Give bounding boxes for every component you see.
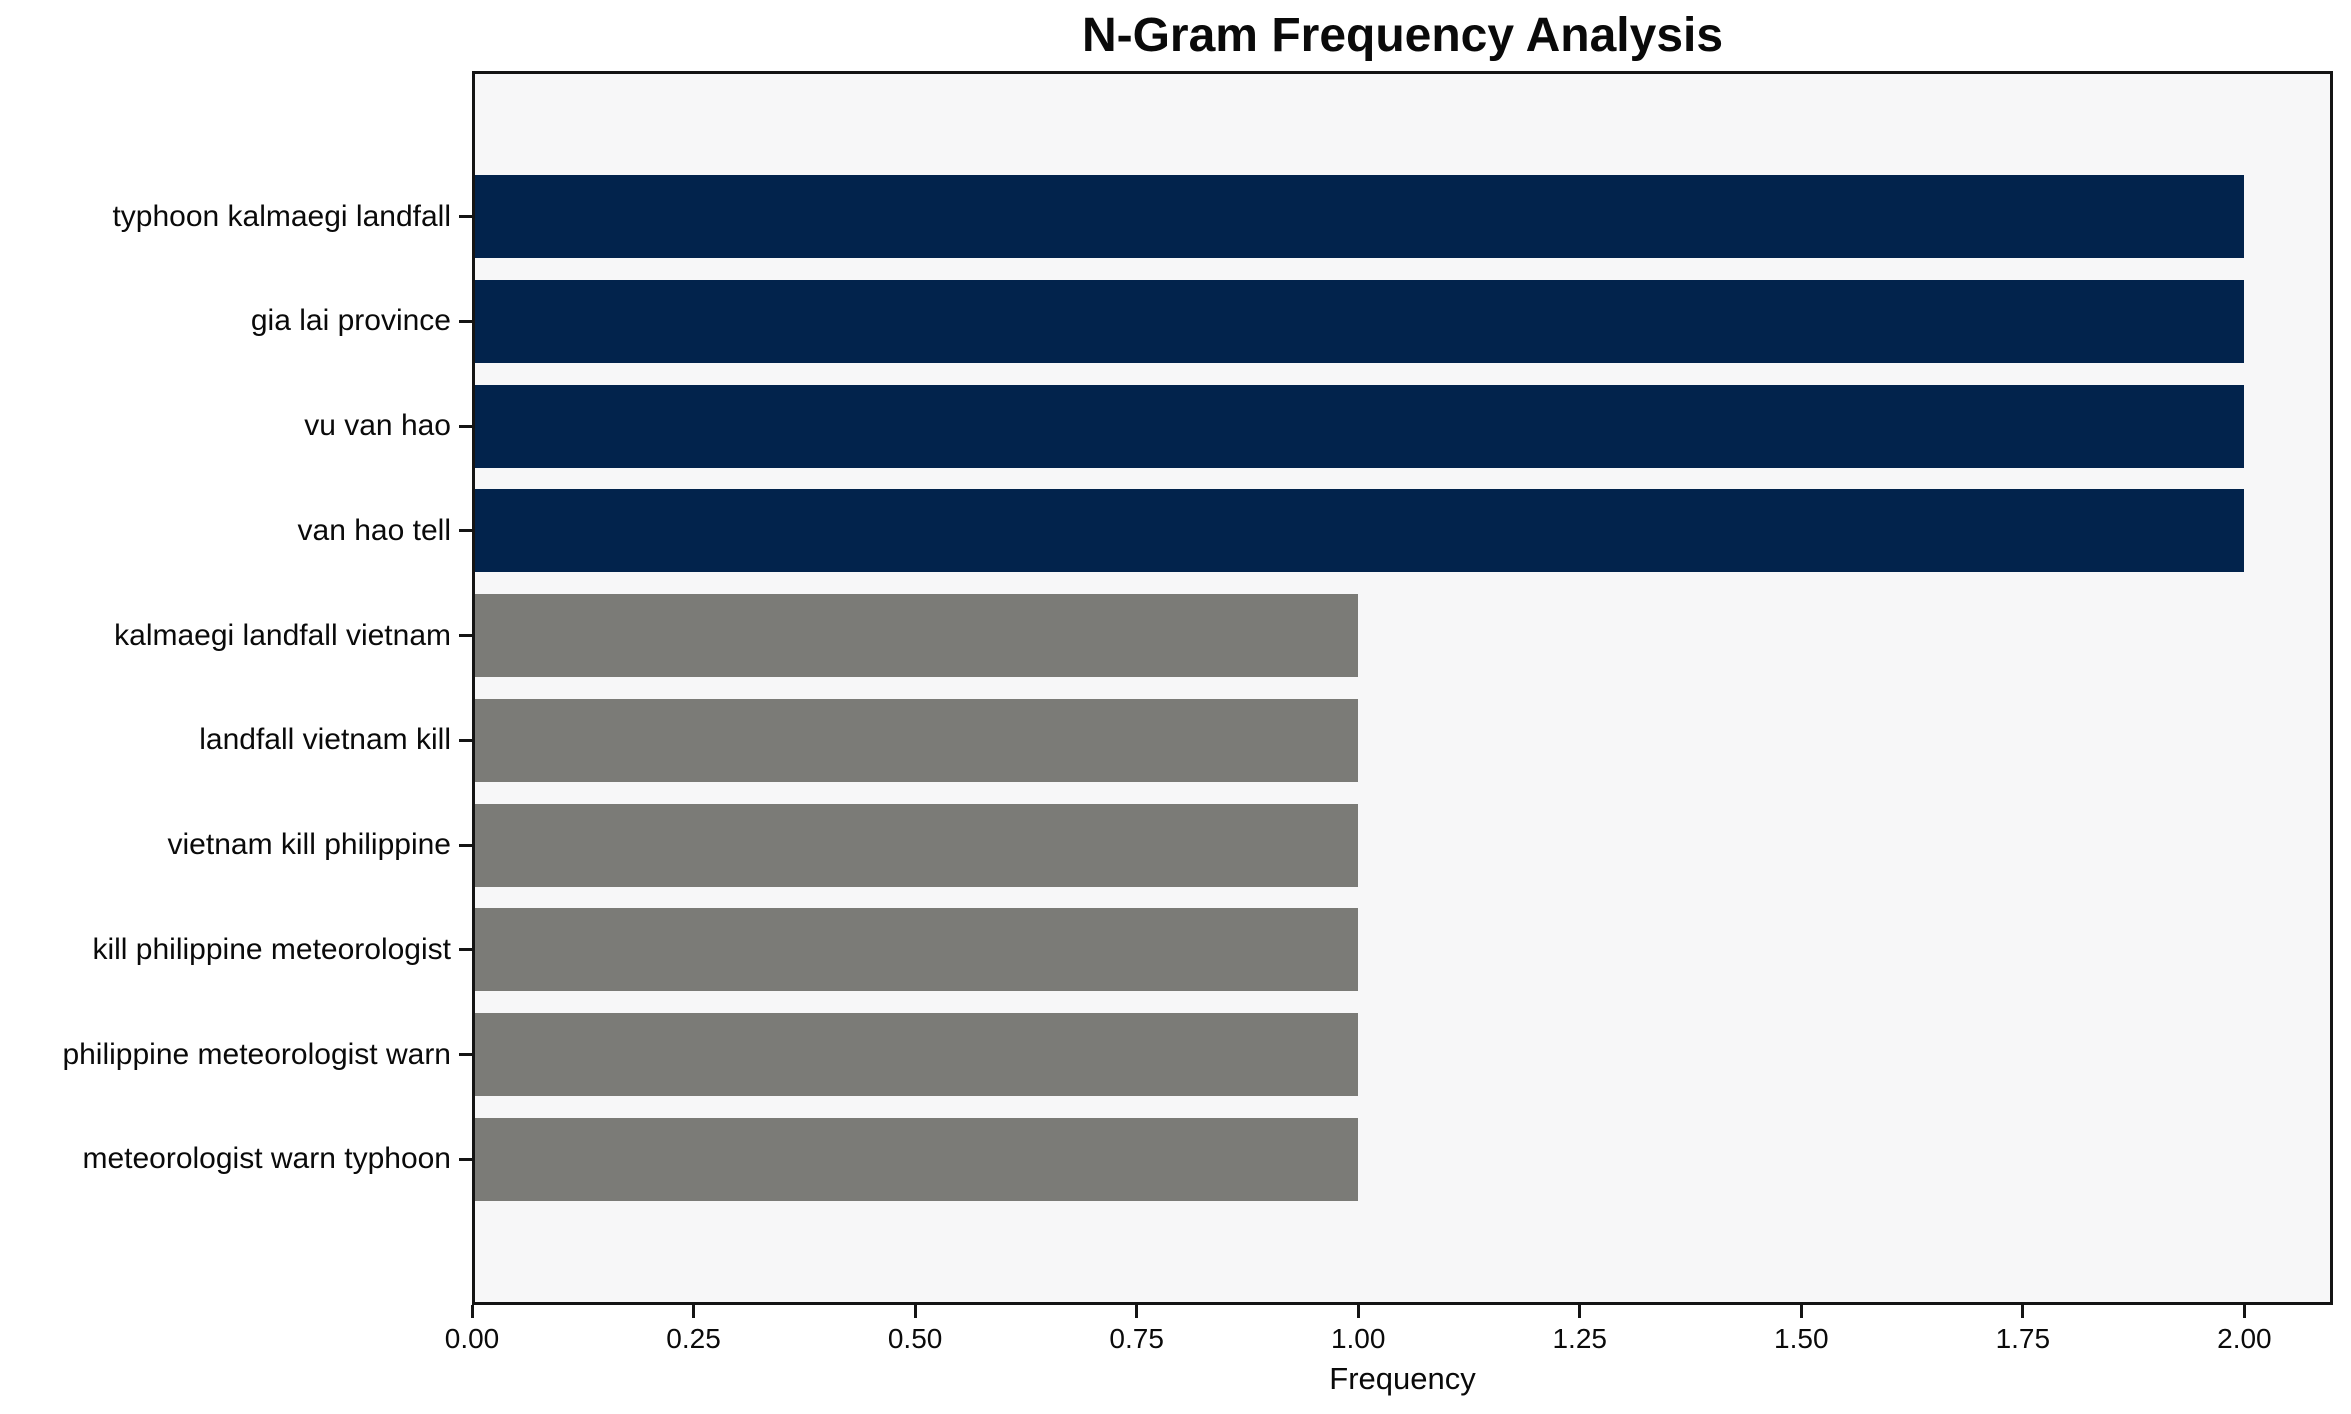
- y-tick-label-kill-philippine-meteorologist: kill philippine meteorologist: [92, 932, 451, 966]
- y-tick-mark: [459, 529, 472, 533]
- x-tick-label: 1.50: [1774, 1323, 1829, 1354]
- bar-van-hao-tell: [472, 489, 2245, 573]
- y-tick-mark: [459, 319, 472, 323]
- bar-vu-van-hao: [472, 384, 2245, 468]
- x-tick-label: 0.75: [1109, 1323, 1164, 1354]
- x-tick-label: 2.00: [2217, 1323, 2272, 1354]
- x-tick-label: 0.50: [887, 1323, 943, 1354]
- x-tick-mark: [1135, 1305, 1139, 1318]
- y-tick-label-vu-van-hao: vu van hao: [304, 409, 451, 443]
- x-tick-mark: [470, 1305, 474, 1318]
- bar-kill-philippine-meteorologist: [472, 908, 1359, 992]
- x-tick-label: 0.00: [444, 1323, 500, 1354]
- bar-landfall-vietnam-kill: [472, 698, 1359, 782]
- bar-philippine-meteorologist-warn: [472, 1013, 1359, 1097]
- x-tick-label: 1.75: [1995, 1323, 2051, 1354]
- x-tick-mark: [913, 1305, 917, 1318]
- x-tick-label: 0.25: [666, 1323, 721, 1354]
- bar-vietnam-kill-philippine: [472, 803, 1359, 887]
- y-tick-mark: [459, 1157, 472, 1161]
- y-tick-label-van-hao-tell: van hao tell: [297, 513, 451, 547]
- x-tick-mark: [1356, 1305, 1360, 1318]
- y-tick-mark: [459, 215, 472, 219]
- x-axis-label: Frequency: [1329, 1361, 1476, 1396]
- x-tick-mark: [2021, 1305, 2025, 1318]
- plot-area: Frequency typhoon kalmaegi landfall gia l…: [62, 71, 2333, 1396]
- y-tick-mark: [459, 948, 472, 952]
- bar-kalmaegi-landfall-vietnam: [472, 594, 1359, 678]
- x-tick-label: 1.00: [1330, 1323, 1386, 1354]
- bar-meteorologist-warn-typhoon: [472, 1117, 1359, 1201]
- y-tick-mark: [459, 1053, 472, 1057]
- y-tick-label-typhoon-kalmaegi-landfall: typhoon kalmaegi landfall: [112, 199, 451, 233]
- y-tick-mark: [459, 634, 472, 638]
- y-tick-label-landfall-vietnam-kill: landfall vietnam kill: [199, 723, 451, 757]
- y-tick-label-philippine-meteorologist-warn: philippine meteorologist warn: [62, 1037, 451, 1071]
- bar-gia-lai-province: [472, 279, 2245, 363]
- y-tick-mark: [459, 738, 472, 742]
- x-tick-mark: [692, 1305, 696, 1318]
- y-tick-mark: [459, 843, 472, 847]
- x-tick-mark: [2242, 1305, 2246, 1318]
- x-tick-label: 1.25: [1552, 1323, 1607, 1354]
- chart-title: N-Gram Frequency Analysis: [1081, 9, 1724, 62]
- y-tick-label-vietnam-kill-philippine: vietnam kill philippine: [167, 828, 451, 862]
- y-tick-mark: [459, 424, 472, 428]
- bar-typhoon-kalmaegi-landfall: [472, 175, 2245, 259]
- y-tick-label-meteorologist-warn-typhoon: meteorologist warn typhoon: [82, 1142, 451, 1176]
- y-tick-label-gia-lai-province: gia lai province: [250, 304, 451, 338]
- x-tick-mark: [1578, 1305, 1582, 1318]
- y-tick-label-kalmaegi-landfall-vietnam: kalmaegi landfall vietnam: [114, 618, 451, 652]
- x-tick-mark: [1799, 1305, 1803, 1318]
